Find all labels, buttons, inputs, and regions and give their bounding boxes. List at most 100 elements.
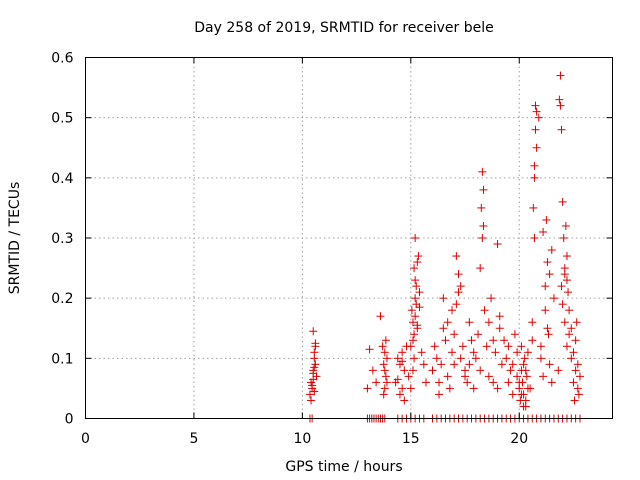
data-point bbox=[308, 381, 317, 390]
data-point bbox=[493, 384, 502, 393]
data-point bbox=[530, 161, 539, 170]
data-point bbox=[531, 125, 540, 134]
data-point bbox=[561, 221, 570, 230]
data-point bbox=[482, 342, 491, 351]
data-point bbox=[521, 396, 530, 405]
data-point bbox=[410, 330, 419, 339]
data-point bbox=[395, 390, 404, 399]
data-point bbox=[411, 234, 420, 242]
y-tick-label: 0.2 bbox=[51, 291, 73, 307]
data-point bbox=[571, 336, 580, 345]
data-point bbox=[400, 396, 409, 405]
data-point bbox=[504, 378, 513, 387]
data-point bbox=[450, 360, 459, 369]
data-point bbox=[428, 366, 437, 375]
data-point bbox=[382, 354, 391, 363]
data-point bbox=[493, 240, 502, 249]
data-point bbox=[476, 264, 485, 273]
data-point bbox=[545, 270, 554, 279]
data-point bbox=[382, 378, 391, 387]
data-point bbox=[365, 345, 374, 354]
data-point bbox=[545, 360, 554, 369]
data-point bbox=[400, 366, 409, 375]
data-point bbox=[408, 366, 417, 375]
data-point bbox=[489, 336, 498, 345]
grid-lines bbox=[85, 57, 613, 419]
data-point bbox=[513, 348, 522, 357]
y-tick-label: 0.6 bbox=[51, 51, 73, 67]
x-tick-label: 10 bbox=[293, 431, 311, 447]
data-point bbox=[547, 246, 556, 255]
data-point bbox=[554, 366, 563, 375]
data-point bbox=[531, 101, 540, 110]
data-point bbox=[484, 372, 493, 381]
data-point bbox=[536, 354, 545, 363]
data-point bbox=[504, 342, 513, 351]
data-point bbox=[410, 264, 419, 273]
data-point bbox=[497, 360, 506, 369]
data-point bbox=[489, 378, 498, 387]
data-point bbox=[435, 378, 444, 387]
data-point bbox=[529, 203, 538, 212]
data-point bbox=[508, 390, 517, 399]
data-point bbox=[543, 258, 552, 267]
data-point bbox=[549, 294, 558, 303]
data-point bbox=[309, 369, 318, 378]
data-point bbox=[479, 221, 488, 230]
data-point bbox=[479, 185, 488, 194]
data-point bbox=[478, 167, 487, 176]
data-point bbox=[572, 318, 581, 327]
data-point bbox=[415, 303, 424, 312]
data-point bbox=[380, 348, 389, 357]
data-point bbox=[556, 71, 565, 80]
data-point bbox=[573, 360, 582, 369]
data-point bbox=[565, 306, 574, 315]
data-point bbox=[495, 312, 504, 321]
data-point bbox=[437, 360, 446, 369]
data-point bbox=[441, 336, 450, 345]
data-point bbox=[569, 348, 578, 357]
data-point bbox=[398, 357, 407, 366]
data-point bbox=[539, 372, 548, 381]
data-point bbox=[404, 372, 413, 381]
data-point bbox=[484, 318, 493, 327]
data-point bbox=[406, 384, 415, 393]
data-point bbox=[502, 354, 511, 363]
data-point bbox=[517, 342, 526, 351]
data-point bbox=[528, 318, 537, 327]
data-point bbox=[523, 348, 532, 357]
y-tick-label: 0.5 bbox=[51, 111, 73, 127]
data-point bbox=[534, 113, 543, 122]
data-point bbox=[456, 282, 465, 291]
data-point bbox=[521, 366, 530, 375]
y-tick-label: 0.3 bbox=[51, 231, 73, 247]
data-point bbox=[381, 372, 390, 381]
data-point bbox=[559, 234, 568, 242]
data-point bbox=[487, 294, 496, 303]
data-point bbox=[439, 294, 448, 303]
data-point bbox=[411, 312, 420, 321]
data-point bbox=[465, 360, 474, 369]
data-point bbox=[519, 402, 528, 411]
data-point bbox=[558, 300, 567, 309]
data-point bbox=[393, 375, 402, 384]
data-point bbox=[571, 366, 580, 375]
data-point bbox=[532, 107, 541, 116]
data-point bbox=[573, 384, 582, 393]
data-point bbox=[408, 318, 417, 327]
data-point bbox=[311, 339, 320, 348]
data-point bbox=[432, 354, 441, 363]
data-point bbox=[522, 372, 531, 381]
data-point bbox=[411, 276, 420, 285]
data-point bbox=[408, 336, 417, 345]
data-point bbox=[542, 215, 551, 224]
data-point bbox=[467, 336, 476, 345]
data-point bbox=[562, 252, 571, 261]
data-point bbox=[513, 372, 522, 381]
data-point bbox=[414, 252, 423, 261]
data-point bbox=[491, 348, 500, 357]
data-point bbox=[526, 384, 535, 393]
data-point bbox=[412, 282, 421, 291]
data-point bbox=[421, 378, 430, 387]
data-point bbox=[520, 354, 529, 363]
